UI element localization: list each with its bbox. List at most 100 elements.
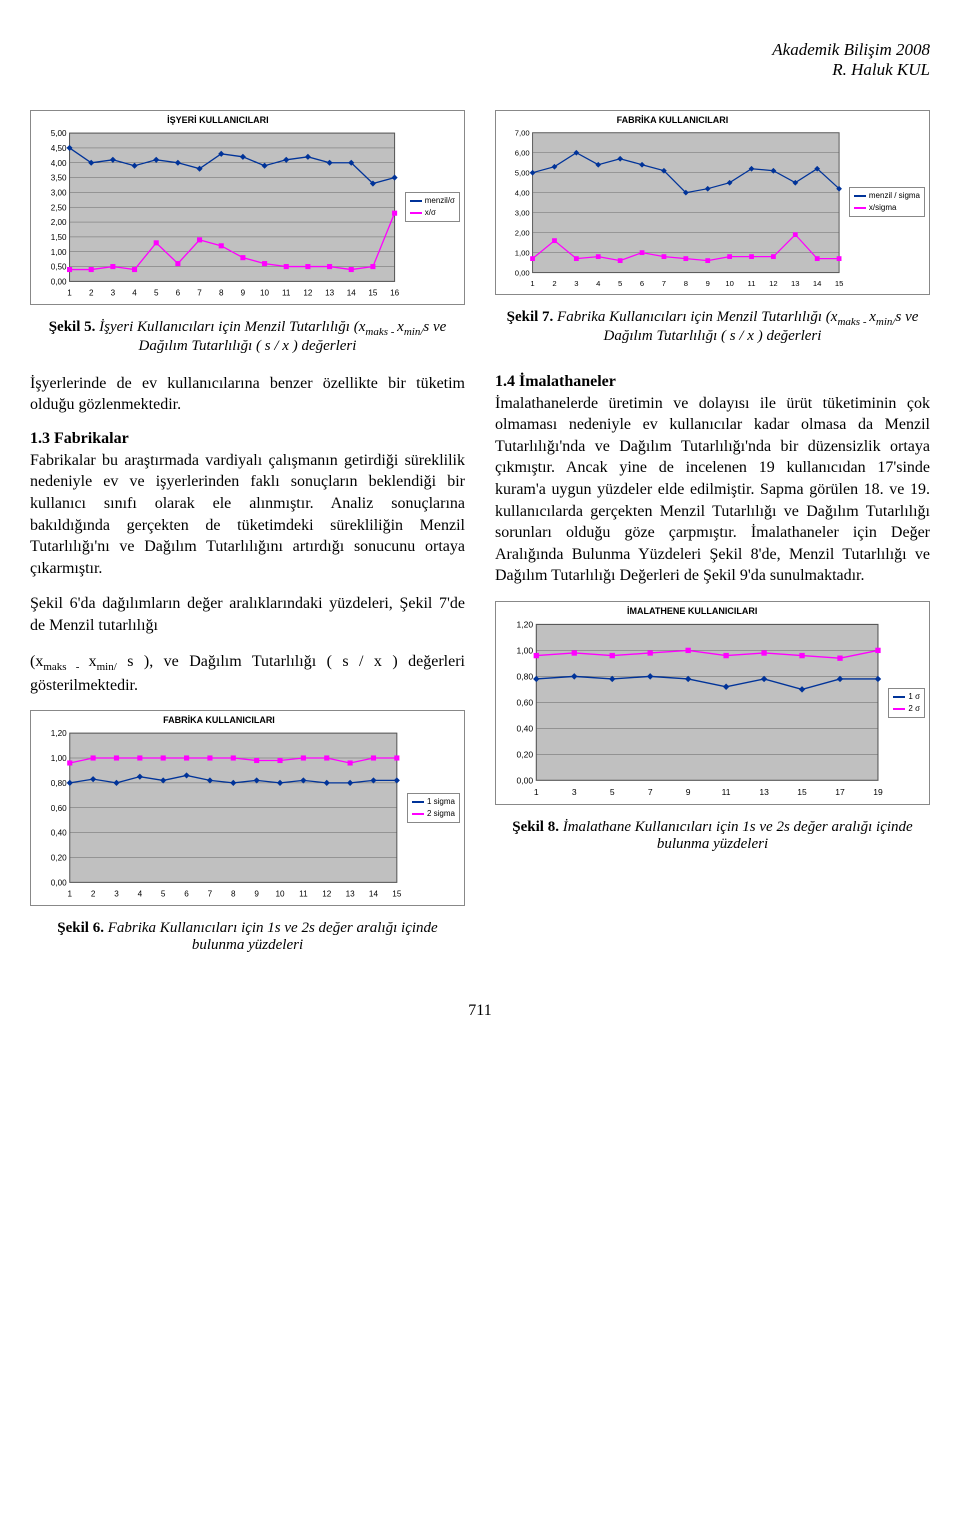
svg-text:13: 13 — [791, 279, 800, 288]
svg-text:9: 9 — [241, 289, 246, 298]
svg-text:1: 1 — [67, 289, 72, 298]
chart-5-title: İŞYERİ KULLANICILARI — [35, 115, 401, 125]
svg-text:5,00: 5,00 — [51, 129, 67, 138]
svg-text:0,00: 0,00 — [51, 879, 67, 888]
svg-text:12: 12 — [303, 289, 313, 298]
svg-text:11: 11 — [282, 289, 291, 298]
svg-text:5: 5 — [161, 890, 166, 899]
svg-text:11: 11 — [722, 787, 731, 797]
svg-text:0,00: 0,00 — [51, 277, 67, 286]
svg-text:0,40: 0,40 — [516, 724, 533, 734]
svg-text:1,00: 1,00 — [51, 248, 67, 257]
caption-7: Şekil 7. Fabrika Kullanıcıları için Menz… — [495, 309, 930, 345]
para-right-1: İmalathanelerde üretimin ve dolayısı ile… — [495, 393, 930, 587]
svg-text:9: 9 — [706, 279, 710, 288]
svg-text:0,20: 0,20 — [516, 750, 533, 760]
svg-text:4: 4 — [132, 289, 137, 298]
svg-text:12: 12 — [322, 890, 332, 899]
svg-text:1,00: 1,00 — [515, 248, 530, 257]
para-left-2: Fabrikalar bu araştırmada vardiyalı çalı… — [30, 450, 465, 580]
svg-text:12: 12 — [769, 279, 778, 288]
svg-text:5: 5 — [154, 289, 159, 298]
svg-text:0,20: 0,20 — [51, 854, 67, 863]
caption-6: Şekil 6. Fabrika Kullanıcıları için 1s v… — [30, 920, 465, 954]
svg-text:3,50: 3,50 — [51, 174, 67, 183]
svg-text:4,00: 4,00 — [515, 189, 530, 198]
chart-7-legend: menzil / sigma x/sigma — [849, 187, 925, 217]
svg-text:13: 13 — [759, 787, 769, 797]
svg-text:7: 7 — [662, 279, 666, 288]
heading-1-3: 1.3 Fabrikalar — [30, 430, 465, 448]
chart-8: İMALATHENE KULLANICILARI 0,00 0,20 0,40 0,6… — [495, 601, 930, 805]
chart-5-legend: menzil/σ x/σ — [405, 192, 460, 222]
svg-text:8: 8 — [219, 289, 224, 298]
svg-text:6: 6 — [176, 289, 181, 298]
heading-1-4: 1.4 İmalathaneler — [495, 373, 930, 391]
svg-text:15: 15 — [835, 279, 844, 288]
svg-text:4: 4 — [138, 890, 143, 899]
svg-text:17: 17 — [835, 787, 845, 797]
svg-text:15: 15 — [368, 289, 378, 298]
svg-text:13: 13 — [346, 890, 356, 899]
svg-text:15: 15 — [797, 787, 807, 797]
svg-text:6: 6 — [184, 890, 189, 899]
caption-5: Şekil 5. İşyeri Kullanıcıları için Menzi… — [30, 319, 465, 355]
svg-text:9: 9 — [254, 890, 259, 899]
svg-text:16: 16 — [390, 289, 400, 298]
para-left-3a: Şekil 6'da dağılımların değer aralıkları… — [30, 593, 465, 636]
svg-text:4,50: 4,50 — [51, 144, 67, 153]
svg-text:1: 1 — [530, 279, 534, 288]
svg-text:9: 9 — [686, 787, 691, 797]
svg-text:11: 11 — [748, 279, 756, 288]
svg-text:0,40: 0,40 — [51, 829, 67, 838]
svg-text:2: 2 — [552, 279, 556, 288]
svg-text:3: 3 — [572, 787, 577, 797]
svg-text:10: 10 — [725, 279, 734, 288]
svg-text:0,60: 0,60 — [516, 698, 533, 708]
svg-text:2: 2 — [89, 289, 94, 298]
svg-text:5,00: 5,00 — [515, 169, 530, 178]
svg-text:6: 6 — [640, 279, 644, 288]
page-number: 711 — [30, 1002, 930, 1020]
svg-text:0,60: 0,60 — [51, 804, 67, 813]
author-name: R. Haluk KUL — [30, 60, 930, 80]
svg-text:0,80: 0,80 — [51, 779, 67, 788]
chart-7-title: FABRİKA KULLANICILARI — [500, 115, 845, 125]
svg-text:7: 7 — [648, 787, 653, 797]
chart-8-title: İMALATHENE KULLANICILARI — [500, 606, 884, 616]
svg-text:19: 19 — [873, 787, 883, 797]
svg-text:3,00: 3,00 — [51, 188, 67, 197]
svg-text:15: 15 — [392, 890, 402, 899]
svg-text:3,00: 3,00 — [515, 209, 530, 218]
svg-text:1,00: 1,00 — [51, 754, 67, 763]
chart-5: İŞYERİ KULLANICILARI 0,000,501,001,502,0… — [30, 110, 465, 305]
svg-text:4,00: 4,00 — [51, 159, 67, 168]
svg-text:8: 8 — [231, 890, 236, 899]
svg-text:5: 5 — [618, 279, 622, 288]
chart-6-legend: 1 sigma 2 sigma — [407, 793, 460, 823]
svg-text:1,50: 1,50 — [51, 233, 67, 242]
chart-6-title: FABRİKA KULLANICILARI — [35, 715, 403, 725]
svg-text:0,00: 0,00 — [516, 776, 533, 786]
svg-text:0,80: 0,80 — [516, 672, 533, 682]
svg-text:8: 8 — [684, 279, 688, 288]
svg-text:2,00: 2,00 — [515, 229, 530, 238]
chart-7: FABRİKA KULLANICILARI 0,00 1,00 2,00 3,00 4,… — [495, 110, 930, 295]
svg-text:1,20: 1,20 — [516, 620, 533, 630]
svg-text:1,00: 1,00 — [516, 646, 533, 656]
svg-text:4: 4 — [596, 279, 601, 288]
svg-text:1,20: 1,20 — [51, 729, 67, 738]
svg-text:3: 3 — [574, 279, 578, 288]
svg-text:0,00: 0,00 — [515, 268, 530, 277]
svg-text:6,00: 6,00 — [515, 149, 530, 158]
svg-text:0,50: 0,50 — [51, 263, 67, 272]
chart-8-legend: 1 σ 2 σ — [888, 688, 925, 718]
svg-text:7: 7 — [197, 289, 202, 298]
svg-text:5: 5 — [610, 787, 615, 797]
svg-text:14: 14 — [347, 289, 357, 298]
para-left-3b: (xmaks - xmin/ s ), ve Dağılım Tutarlılı… — [30, 651, 465, 697]
conference-name: Akademik Bilişim 2008 — [30, 40, 930, 60]
svg-text:14: 14 — [369, 890, 379, 899]
svg-text:10: 10 — [260, 289, 270, 298]
svg-text:3: 3 — [111, 289, 116, 298]
